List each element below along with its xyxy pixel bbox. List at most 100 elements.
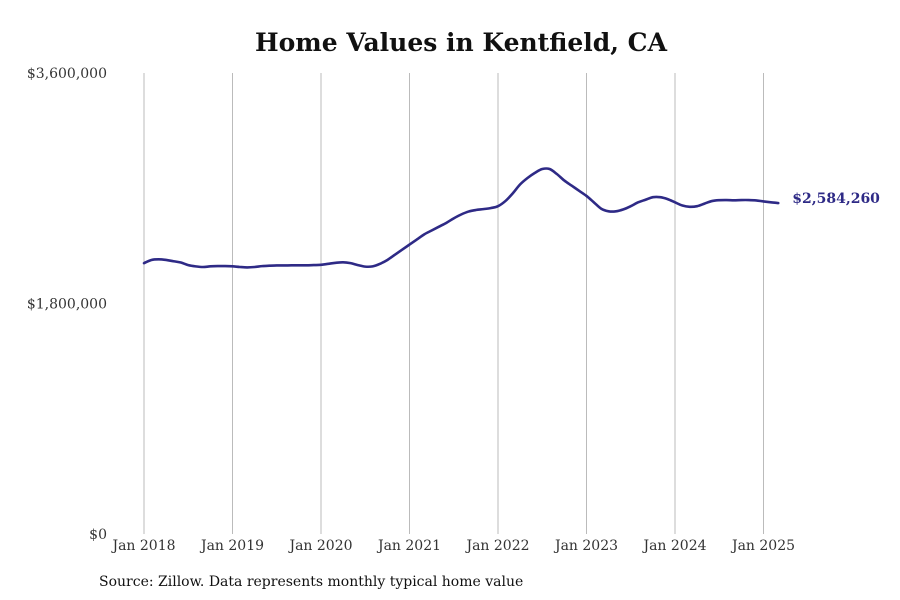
- data-point: [408, 243, 412, 247]
- data-point: [629, 204, 633, 208]
- data-point: [444, 221, 448, 225]
- data-point: [673, 200, 677, 204]
- data-point: [644, 198, 648, 202]
- data-point: [474, 208, 478, 212]
- data-point: [238, 265, 242, 269]
- data-point: [290, 263, 294, 267]
- data-point: [666, 197, 670, 201]
- data-point: [371, 264, 375, 268]
- data-point: [533, 171, 537, 175]
- data-point: [511, 191, 515, 195]
- series-layer: [142, 167, 780, 269]
- data-point: [776, 201, 780, 205]
- data-point: [142, 261, 146, 265]
- data-point: [614, 209, 618, 213]
- data-point: [378, 262, 382, 266]
- data-point: [430, 229, 434, 233]
- data-point: [710, 199, 714, 203]
- data-point: [769, 200, 773, 204]
- data-point: [548, 167, 552, 171]
- data-point: [555, 172, 559, 176]
- data-point: [747, 198, 751, 202]
- data-point: [312, 263, 316, 267]
- data-point: [570, 184, 574, 188]
- data-point: [636, 200, 640, 204]
- x-axis-tick-labels: Jan 2018 Jan 2019 Jan 2020 Jan 2021 Jan 2022…: [110, 538, 795, 554]
- data-point: [754, 198, 758, 202]
- data-point: [304, 263, 308, 267]
- data-point: [172, 259, 176, 263]
- grid-lines: [143, 73, 764, 534]
- data-point: [695, 204, 699, 208]
- data-point: [599, 207, 603, 211]
- data-point: [275, 263, 279, 267]
- data-point: [356, 263, 360, 267]
- data-point: [349, 261, 353, 265]
- data-point: [326, 262, 330, 266]
- y-tick-label: $0: [89, 527, 107, 543]
- data-point: [481, 207, 485, 211]
- y-tick-label: $1,800,000: [27, 297, 107, 313]
- data-point: [503, 199, 507, 203]
- data-point: [762, 199, 766, 203]
- data-point: [260, 264, 264, 268]
- data-point: [651, 195, 655, 199]
- data-point: [459, 213, 463, 217]
- data-point: [489, 206, 493, 210]
- data-point: [725, 198, 729, 202]
- series-end-value-label: $2,584,260: [792, 191, 880, 207]
- data-point: [415, 237, 419, 241]
- x-tick-label: Jan 2018: [110, 538, 175, 554]
- x-tick-label: Jan 2023: [553, 538, 618, 554]
- data-point: [201, 265, 205, 269]
- data-point: [526, 176, 530, 180]
- data-point: [680, 204, 684, 208]
- x-tick-label: Jan 2021: [376, 538, 441, 554]
- x-tick-label: Jan 2019: [199, 538, 264, 554]
- data-point: [592, 200, 596, 204]
- data-point: [385, 258, 389, 262]
- data-point: [658, 195, 662, 199]
- data-point: [179, 261, 183, 265]
- data-point: [216, 264, 220, 268]
- data-point: [164, 258, 168, 262]
- data-point: [422, 232, 426, 236]
- data-point: [245, 265, 249, 269]
- data-point: [437, 225, 441, 229]
- data-point: [334, 261, 338, 265]
- data-point: [732, 198, 736, 202]
- data-point: [282, 263, 286, 267]
- data-point: [393, 253, 397, 257]
- data-point: [467, 210, 471, 214]
- data-point: [452, 216, 456, 220]
- data-point: [223, 264, 227, 268]
- data-point: [688, 205, 692, 209]
- data-point: [540, 167, 544, 171]
- data-point: [739, 198, 743, 202]
- data-point: [400, 248, 404, 252]
- data-point: [253, 265, 257, 269]
- data-point: [208, 264, 212, 268]
- x-tick-label: Jan 2025: [730, 538, 795, 554]
- data-point: [363, 265, 367, 269]
- y-tick-label: $3,600,000: [27, 66, 107, 82]
- data-point: [194, 264, 198, 268]
- data-point: [717, 198, 721, 202]
- data-point: [297, 263, 301, 267]
- y-axis-tick-labels: $0 $1,800,000 $3,600,000: [27, 66, 107, 543]
- data-point: [562, 179, 566, 183]
- series-line-0: [142, 167, 780, 269]
- data-point: [186, 263, 190, 267]
- data-point: [703, 202, 707, 206]
- source-note: Source: Zillow. Data represents monthly …: [99, 574, 524, 590]
- data-point: [518, 182, 522, 186]
- data-point: [621, 207, 625, 211]
- data-point: [149, 258, 153, 262]
- data-point: [577, 189, 581, 193]
- chart-title: Home Values in Kentfield, CA: [255, 28, 667, 57]
- data-point: [157, 257, 161, 261]
- data-point: [585, 194, 589, 198]
- x-tick-label: Jan 2020: [287, 538, 352, 554]
- x-tick-label: Jan 2022: [464, 538, 529, 554]
